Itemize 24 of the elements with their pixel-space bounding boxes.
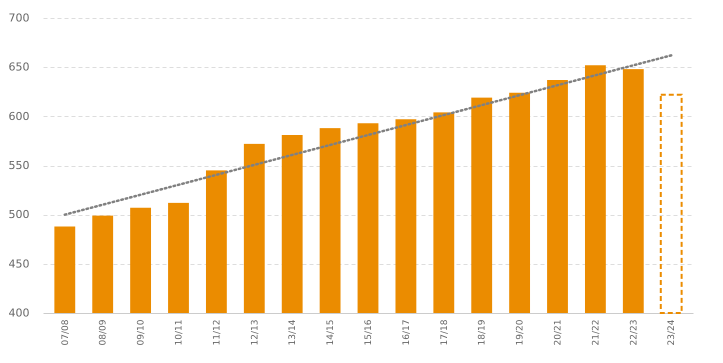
y-tick-label: 700 bbox=[8, 12, 30, 24]
x-tick-label: 14/15 bbox=[326, 320, 336, 346]
x-tick-label: 18/19 bbox=[478, 319, 488, 346]
y-tick-label: 400 bbox=[8, 306, 30, 320]
x-tick-label: 23/24 bbox=[667, 319, 678, 346]
x-tick-label: 17/18 bbox=[440, 319, 450, 346]
y-tick-label: 600 bbox=[8, 110, 30, 123]
x-tick-label: 10/11 bbox=[174, 320, 184, 346]
x-tick-label: 19/20 bbox=[516, 319, 526, 346]
x-tick-label: 09/10 bbox=[136, 319, 147, 346]
y-tick-label: 550 bbox=[8, 159, 30, 172]
x-tick-label: 08/09 bbox=[98, 319, 109, 346]
x-tick-label: 20/21 bbox=[554, 320, 564, 346]
x-tick-label: 11/12 bbox=[212, 320, 222, 346]
x-tick-label: 22/23 bbox=[629, 320, 640, 346]
y-tick-label: 500 bbox=[8, 208, 30, 222]
y-tick-label: 450 bbox=[8, 257, 30, 270]
x-tick-label: 13/14 bbox=[288, 319, 298, 346]
x-tick-label: 16/17 bbox=[402, 320, 412, 346]
y-tick-label: 650 bbox=[8, 60, 30, 74]
x-tick-label: 15/16 bbox=[364, 319, 374, 346]
x-tick-label: 12/13 bbox=[250, 320, 260, 346]
x-tick-label: 07/08 bbox=[60, 319, 71, 346]
x-tick-label: 21/22 bbox=[591, 320, 602, 346]
